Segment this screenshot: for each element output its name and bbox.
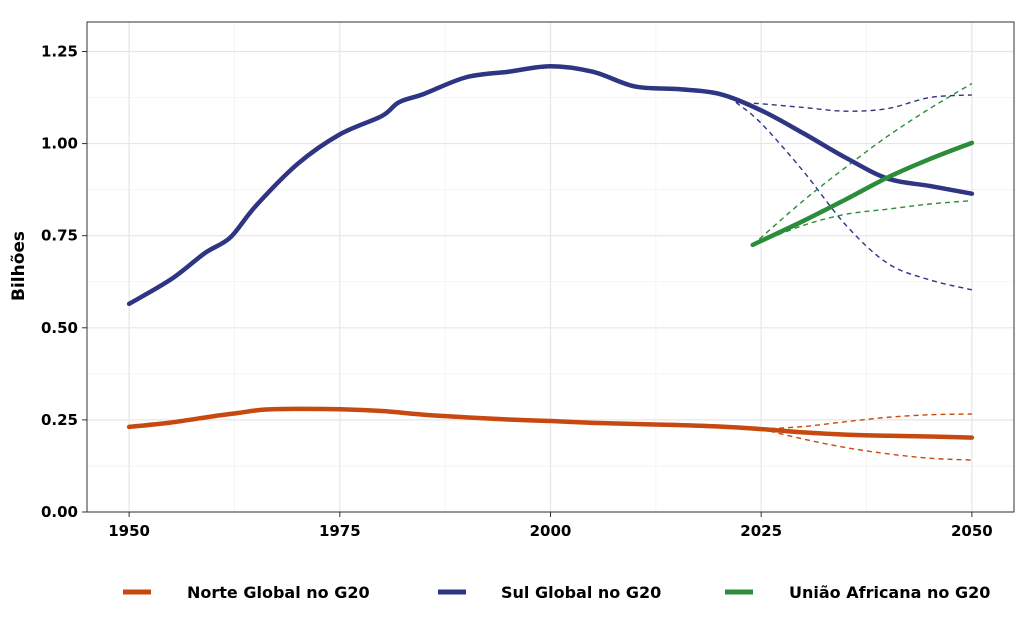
series-line-sul-global-no-g20-limite-superior — [735, 94, 972, 112]
legend-label: Norte Global no G20 — [187, 583, 370, 602]
series-line-norte-global-no-g20-limite-inferior — [761, 428, 972, 461]
x-tick-label: 2025 — [740, 522, 782, 540]
x-tick-label: 2050 — [951, 522, 993, 540]
x-tick-label: 2000 — [530, 522, 572, 540]
y-tick-label: 0.25 — [41, 411, 78, 429]
series-line-uniao-africana-no-g20-limite-inferior — [752, 199, 972, 246]
series-line-sul-global-no-g20-limite-inferior — [735, 101, 973, 291]
y-tick-label: 0.75 — [41, 227, 78, 245]
x-tick-label: 1975 — [319, 522, 361, 540]
series-line-uniao-africana-no-g20 — [750, 140, 975, 248]
grid — [87, 22, 1014, 513]
y-tick-label: 1.00 — [41, 135, 78, 153]
y-tick-label: 1.25 — [41, 42, 78, 60]
legend-label: União Africana no G20 — [789, 583, 990, 602]
series-lines — [126, 63, 975, 461]
x-tick-label: 1950 — [108, 522, 150, 540]
y-tick-label: 0.50 — [41, 319, 78, 337]
legend: Norte Global no G20 Sul Global no G20 Uniã… — [123, 583, 990, 602]
legend-label: Sul Global no G20 — [501, 583, 661, 602]
y-tick-label: 0.00 — [41, 503, 78, 521]
y-axis-title: Bilhões — [9, 231, 29, 301]
series-line-uniao-africana-no-g20-limite-superior — [752, 82, 973, 246]
axes: 1950 1975 2000 2025 2050 0.00 0.25 0.50 0.75 1.00… — [41, 42, 993, 540]
series-line-norte-global-no-g20-limite-superior — [761, 413, 972, 430]
series-line-sul-global-no-g20 — [126, 63, 975, 307]
series-line-norte-global-no-g20 — [126, 406, 975, 440]
